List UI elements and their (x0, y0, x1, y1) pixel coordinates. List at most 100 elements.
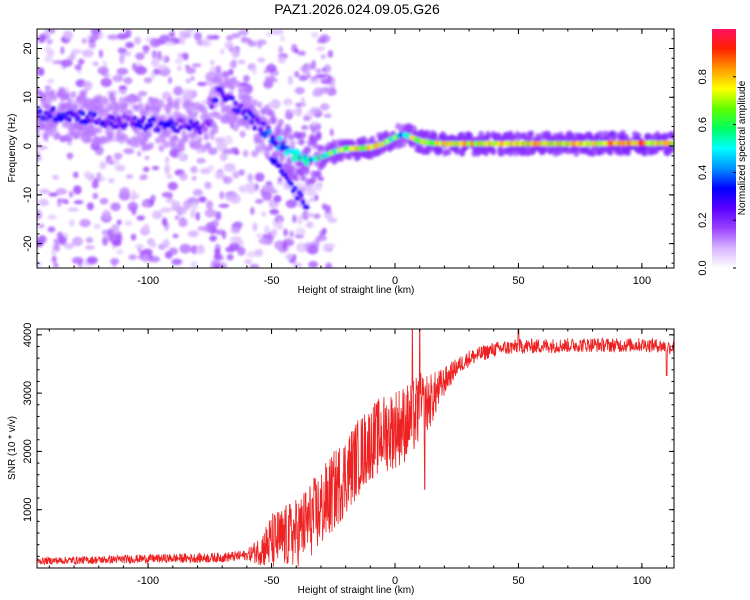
spectrogram-cell (269, 208, 279, 215)
spectrogram-cell (271, 228, 278, 237)
spectrogram-cell (110, 258, 120, 265)
spectrogram-cell (109, 160, 114, 165)
spectrogram-cell (92, 61, 99, 67)
spectrogram-cell (258, 138, 265, 146)
spectrogram-cell (238, 82, 249, 87)
spectrogram-cell (238, 29, 249, 36)
spectrogram-cell (106, 104, 113, 112)
spectrogram-cell (224, 41, 234, 50)
spectrogram-cell (118, 96, 125, 104)
spectrogram-cell (246, 95, 253, 103)
spectrogram-cell (298, 74, 309, 81)
spectrogram-cell (193, 31, 203, 41)
spectrogram-cell (279, 35, 285, 42)
spectrogram-cell (219, 152, 228, 162)
spectrogram-cell (242, 149, 249, 158)
spectrogram-ridge-cell (270, 135, 275, 141)
spectrogram-cell (250, 206, 255, 216)
spectrogram-cell (167, 181, 178, 191)
spectrogram-cell (249, 263, 260, 268)
spectrogram-cell (179, 172, 188, 181)
spectrogram-cell (154, 136, 161, 144)
spectrogram-cell (142, 45, 150, 52)
spectrogram-cell (48, 192, 59, 197)
spectrogram-cell (362, 138, 369, 146)
spectrogram-cell (231, 48, 240, 59)
spectrogram-cell (204, 208, 216, 218)
spectrogram-cell (160, 114, 167, 122)
spectrogram-cell (133, 36, 142, 45)
spectrogram-cell (277, 118, 284, 126)
spectrogram-cell (283, 228, 289, 237)
spectrogram-ridge-cell (294, 195, 300, 201)
snr-x-axis-label: Height of straight line (km) (298, 585, 415, 596)
spectrogram-cell (215, 211, 222, 221)
spectrogram-cell (315, 68, 322, 74)
spectrogram-cell (117, 47, 127, 54)
spectrogram-cell (46, 97, 53, 105)
spectrogram-cell (485, 131, 492, 139)
spectrogram-cell (136, 215, 146, 221)
spectrogram-cell (127, 201, 139, 212)
spectrogram-cell (300, 131, 307, 139)
spectrogram-cell (116, 219, 122, 226)
spectrogram-cell (225, 194, 232, 202)
spectrogram-ridge-cell (114, 123, 120, 130)
spectrogram-cell (51, 94, 58, 102)
spectrogram-cell (309, 78, 320, 84)
spectrogram-cell (285, 108, 292, 118)
colorbar-tick-label: 0.6 (697, 117, 709, 132)
spectrogram-ridge-cell (233, 100, 238, 106)
spectrogram-cell (282, 131, 289, 139)
spectrogram-cell (209, 130, 215, 141)
spectrogram-cell (243, 75, 250, 83)
spectrogram-cell (206, 112, 213, 120)
colorbar-gradient (712, 29, 736, 268)
spectrogram-cell (289, 230, 295, 238)
spectrogram-cell (110, 202, 121, 212)
spectrogram-ridge-cell (296, 150, 302, 157)
spectrogram-cell (201, 37, 212, 48)
spectrogram-cell (214, 264, 221, 268)
spectrogram-cell (135, 52, 145, 61)
snr-y-axis-label: SNR (10 * v/v) (7, 416, 18, 480)
spectrogram-cell (270, 117, 277, 125)
spectrogram-cell (74, 64, 82, 71)
spectrogram-y-tick-label: 10 (22, 91, 34, 103)
spectrogram-cell (151, 165, 160, 171)
spectrogram-cell (101, 209, 111, 220)
spectrogram-cell (61, 59, 73, 68)
spectrogram-ridge-cell (292, 185, 298, 191)
spectrogram-cell (37, 198, 50, 207)
spectrogram-cell (237, 59, 246, 64)
spectrogram-cell (277, 129, 284, 137)
spectrogram-cell (305, 221, 314, 229)
spectrogram-cell (241, 85, 248, 93)
spectrogram-cell (85, 136, 92, 144)
spectrogram-cell (119, 54, 125, 65)
spectrogram-ridge-cell (194, 120, 200, 126)
spectrogram-cell (311, 59, 316, 70)
snr-series-line (37, 329, 674, 567)
spectrogram-ridge-cell (213, 97, 219, 103)
spectrogram-ridge-cell (127, 116, 133, 123)
spectrogram-cell (73, 200, 84, 205)
spectrogram-cell (37, 209, 43, 220)
spectrogram-cell (96, 126, 103, 134)
spectrogram-cell (251, 66, 257, 75)
spectrogram-cell (294, 70, 300, 78)
spectrogram-cell (220, 48, 225, 55)
spectrogram-cell (247, 173, 254, 182)
spectrogram-ridge-cell (148, 122, 154, 128)
spectrogram-cell (256, 233, 263, 238)
spectrogram-y-ticks: -20 -10 0 10 20 (22, 28, 674, 264)
spectrogram-ridge-cell (173, 121, 179, 127)
spectrogram-ridge-cell (671, 141, 674, 147)
spectrogram-cell (204, 181, 212, 190)
spectrogram-cell (317, 184, 323, 192)
spectrogram-cell (185, 67, 196, 74)
spectrogram-ridge-cell (110, 115, 115, 121)
spectrogram-cell (64, 30, 74, 41)
spectrogram-cell (58, 102, 65, 110)
